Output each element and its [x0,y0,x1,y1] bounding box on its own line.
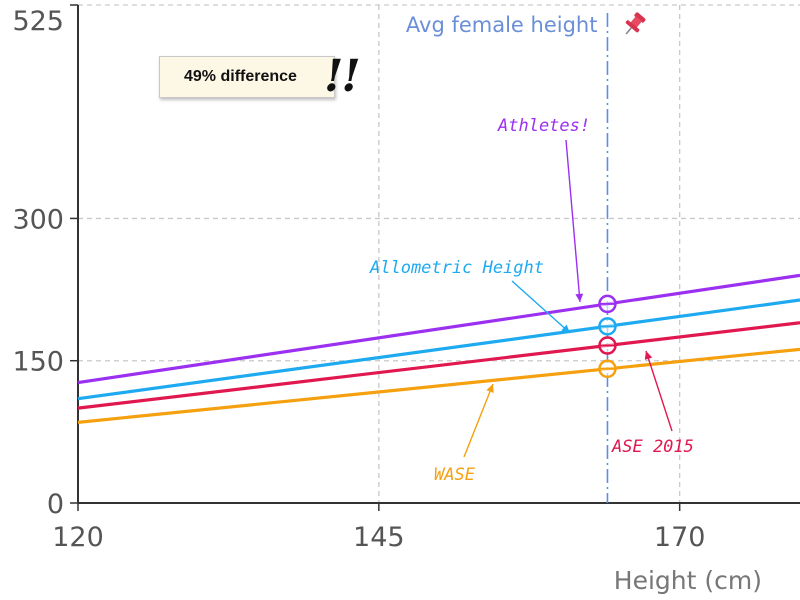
pin-icon-needle [625,27,632,35]
x-axis-title: Height (cm) [614,566,762,595]
series-line [77,298,800,401]
callout-text: 49% difference [184,68,297,85]
annotation-arrow-shaft [463,383,494,458]
series-label: ASE 2015 [611,437,694,457]
x-tick-label: 120 [52,522,104,553]
annotations: Athletes! Allometric Height ASE 2015 WASE [369,116,694,485]
annotation-arrow-shaft [511,280,571,334]
x-tick-label: 170 [654,522,706,553]
pin-icon-base [625,20,640,33]
gridlines [78,4,800,503]
series-lines [77,273,800,424]
series-line [77,347,800,424]
pin-icon-head [634,12,646,23]
annotation-arrow-shaft [645,350,673,432]
annotation-arrow-head [561,324,570,333]
series-label: WASE [434,465,476,485]
reference-line: Avg female height [406,12,646,503]
exclamation-marks: !! [324,51,361,102]
series-label: Allometric Height [369,258,544,278]
annotation-arrow-shaft [565,139,581,303]
annotation-arrow-head [575,293,584,302]
axes [70,4,800,511]
difference-callout: 49% difference [159,56,335,98]
y-tick-label: 0 [47,489,64,520]
y-tick-label: 300 [12,204,64,235]
series-label: Athletes! [497,116,590,136]
series-line [77,273,800,385]
series-markers [598,294,617,379]
series-line [77,321,800,410]
pin-icon [625,12,646,35]
annotation-arrow-head [644,351,653,360]
reference-line-label: Avg female height [406,13,598,37]
y-tick-label: 150 [12,347,64,378]
x-tick-label: 145 [353,522,405,553]
y-tick-label: 525 [12,6,64,37]
annotation-arrow-head [486,384,494,393]
tick-labels: 120 145 170 0 150 300 525 Height (cm) [12,6,762,595]
